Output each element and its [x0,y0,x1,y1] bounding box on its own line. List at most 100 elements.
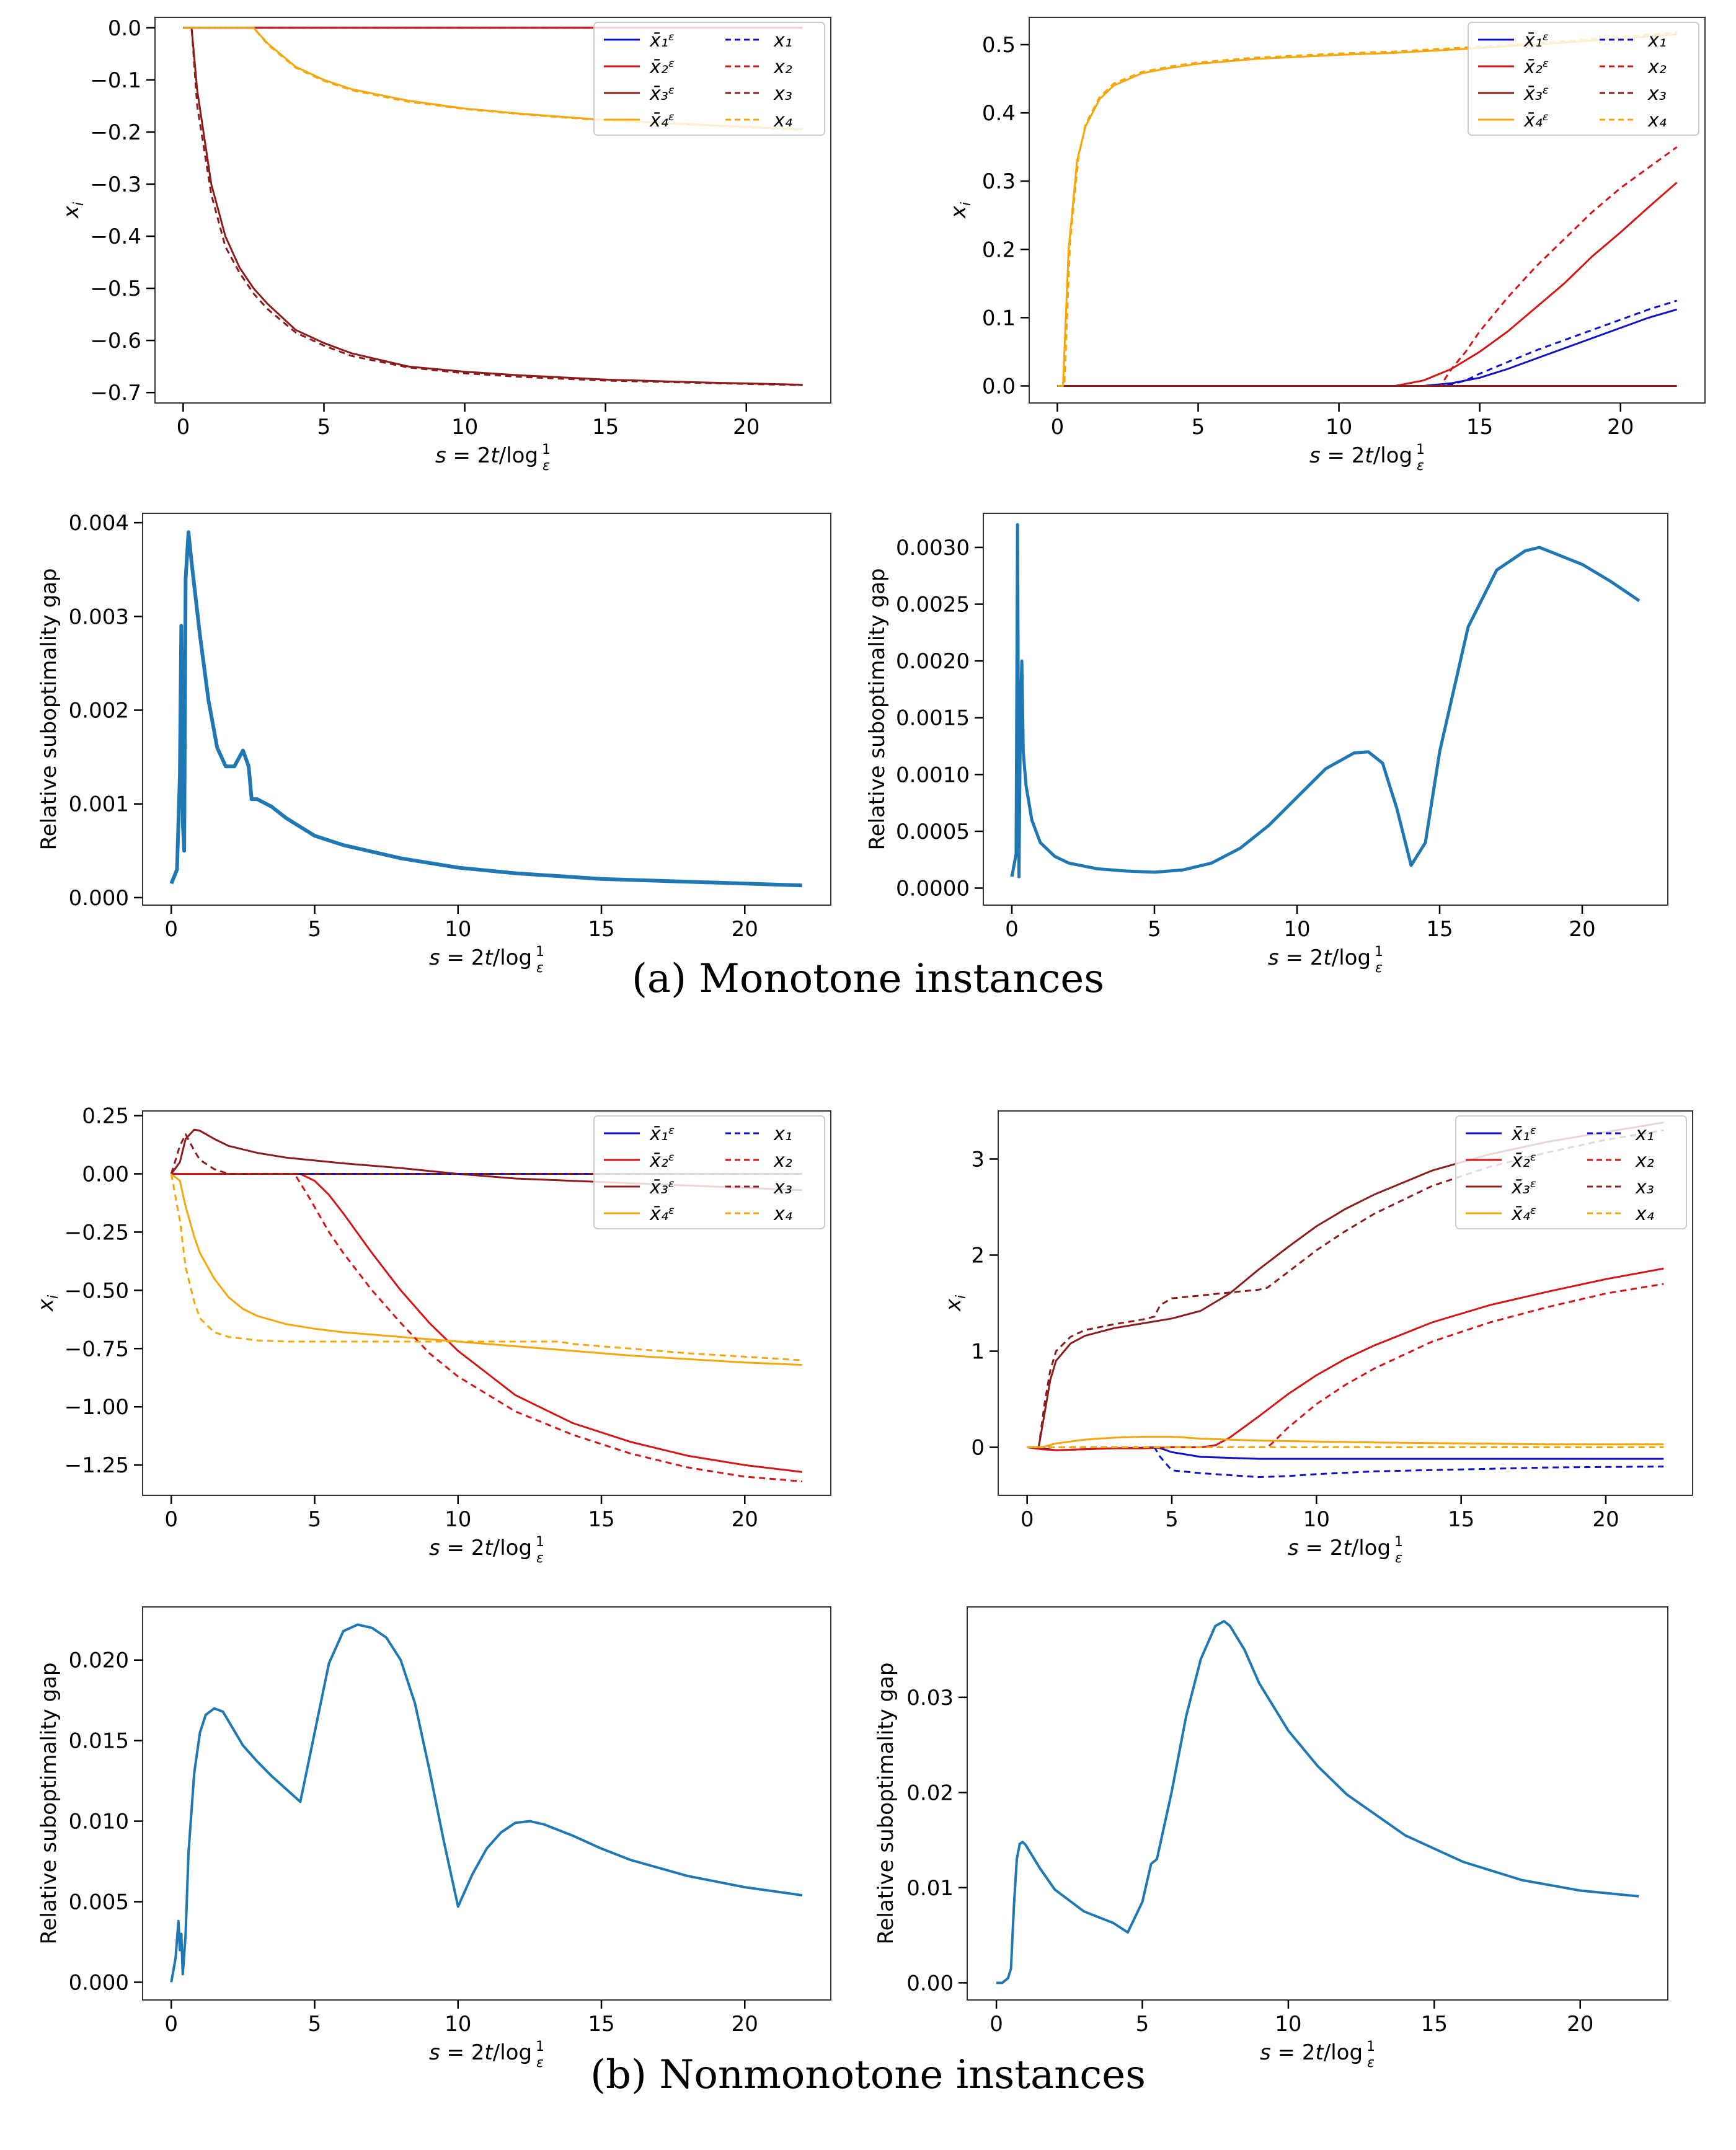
axes-frame [983,513,1668,906]
panel-mono-traj-left: 0 5 10 15 20 0.0 −0.1 −0.2 −0.3 −0.4 −0.5 −0.6 −0.7 s… [59,16,831,474]
series-line-x4-dashed [1057,31,1677,387]
legend-dashed-label-4: x₄ [1635,1203,1654,1225]
y-tick-label: 0.005 [69,1890,129,1915]
x-tick-label: 20 [1569,917,1595,942]
x-axis-label: s = 2t/log 1 ε [1288,1534,1403,1566]
legend-solid-label-1: x̄₁ᵋ [1523,30,1549,51]
y-tick-label: −1.00 [64,1395,129,1420]
y-tick-label: −0.3 [90,172,141,197]
legend: x̄₁ᵋ x₁ x̄₂ᵋ x₂ x̄₃ᵋ x₃ x̄₄ᵋ x₄ [1455,1115,1687,1229]
series-line-x2-solid [171,1173,802,1473]
series-line-x2-solid [1027,1267,1664,1451]
y-tick-label: 0.0010 [896,763,970,787]
x-tick-label: 15 [588,1507,614,1532]
x-tick-label: 20 [1592,1507,1619,1532]
plot-area [967,1607,1668,2000]
legend-solid-label-1: x̄₁ᵋ [649,30,675,51]
x-tick-label: 5 [1165,1507,1179,1532]
legend-solid-label-3: x̄₃ᵋ [1511,1177,1537,1198]
legend-frame [1455,1115,1687,1229]
series-group [170,1623,803,1983]
x-axis-label: s = 2t/log 1 ε [429,944,544,976]
x-tick-label: 10 [445,2012,471,2037]
x-tick-label: 0 [164,917,178,942]
y-tick-label: 0.0030 [896,536,970,560]
y-tick-label: −0.6 [90,329,141,353]
series-line-x3-dashed [1027,1129,1664,1448]
y-tick-label: −0.2 [90,120,141,145]
x-tick-label: 0 [164,1507,178,1532]
legend-solid-label-2: x̄₂ᵋ [1523,56,1549,78]
caption-monotone: (a) Monotone instances [632,956,1104,1002]
y-tick-label: 0.0020 [896,649,970,674]
y-tick-label: 0.00 [906,1971,954,1996]
y-tick-label: 0.003 [69,604,129,629]
axes-frame [967,1606,1668,2001]
y-tick-label: 0.0 [108,16,141,41]
x-tick-label: 15 [588,917,614,942]
y-tick-label: 0.004 [69,511,129,536]
x-tick-label: 0 [990,2012,1003,2037]
y-tick-label: 0.03 [906,1686,954,1710]
legend-frame [593,22,825,136]
series-line-x2-dashed [1057,146,1678,387]
y-tick-label: 0.0 [982,374,1016,399]
x-axis-label: s = 2t/log 1 ε [1268,944,1383,976]
axes-frame [998,1110,1693,1496]
legend-solid-label-2: x̄₂ᵋ [649,1150,675,1172]
legend: x̄₁ᵋ x₁ x̄₂ᵋ x₂ x̄₃ᵋ x₃ x̄₄ᵋ x₄ [593,22,825,136]
axes-frame [154,17,831,404]
series-line-x2-dashed [171,1173,802,1482]
y-tick-label: 3 [971,1148,985,1172]
panel-mono-gap-right: 0 5 10 15 20 0.0000 0.0005 0.0010 0.0015 0.0020 0.… [865,513,1668,976]
axes-frame [142,1110,831,1496]
x-tick-label: 15 [1426,917,1453,942]
x-tick-label: 10 [1303,1507,1330,1532]
y-tick-label: −0.1 [90,68,141,93]
x-tick-label: 20 [732,2012,758,2037]
legend-dashed-label-2: x₂ [1647,56,1667,78]
x-tick-label: 5 [1192,415,1205,440]
legend-solid-label-2: x̄₂ᵋ [1511,1150,1537,1172]
x-tick-label: 0 [1005,917,1019,942]
x-tick-label: 0 [164,2012,178,2037]
y-axis-label: xi [941,1295,969,1312]
y-tick-label: −0.7 [90,381,141,405]
plot-area [143,513,831,905]
axes-frame [142,1606,831,2001]
legend-solid-label-2: x̄₂ᵋ [649,56,675,78]
y-tick-label: −0.5 [90,276,141,301]
series-line-gap-solid [1010,523,1641,878]
y-axis-label: Relative suboptimality gap [874,1662,898,1944]
plot-area [983,513,1668,905]
panel-nonmono-gap-right: 0 5 10 15 20 0.00 0.01 0.02 0.03 s = 2t/log 1 ε Rela… [874,1606,1668,2071]
y-tick-label: 0.020 [69,1648,129,1673]
legend-solid-label-4: x̄₄ᵋ [1511,1203,1537,1225]
y-tick-label: −0.50 [64,1278,129,1303]
y-tick-label: −0.25 [64,1220,129,1245]
x-tick-label: 20 [1567,2012,1593,2037]
panel-nonmono-traj-left: 0 5 10 15 20 0.25 0.00 −0.25 −0.50 −0.75 −1.00 −1.2… [33,1104,831,1566]
x-tick-label: 15 [592,415,619,440]
x-axis-label: s = 2t/log 1 ε [1309,442,1425,474]
y-tick-label: 0.000 [69,886,129,911]
y-tick-label: 0.0005 [896,820,970,844]
y-tick-label: 0.0000 [896,877,970,901]
y-tick-label: 0.0015 [896,706,970,731]
series-group [1057,31,1678,387]
y-tick-label: −1.25 [64,1453,129,1478]
legend-solid-label-4: x̄₄ᵋ [649,110,675,131]
x-tick-label: 10 [1275,2012,1301,2037]
series-group [996,1620,1639,1984]
y-tick-label: 0.001 [69,792,129,817]
x-axis-label: s = 2t/log 1 ε [429,1534,544,1566]
legend-dashed-label-1: x₁ [1635,1123,1654,1145]
legend-dashed-label-4: x₄ [1647,110,1667,131]
y-tick-label: 0.2 [982,237,1016,262]
series-group [1010,523,1641,878]
legend-dashed-label-2: x₂ [1635,1150,1654,1172]
y-tick-label: 0.02 [906,1781,954,1805]
series-line-x1-dashed [1057,299,1678,387]
y-tick-label: 0.5 [982,33,1016,58]
